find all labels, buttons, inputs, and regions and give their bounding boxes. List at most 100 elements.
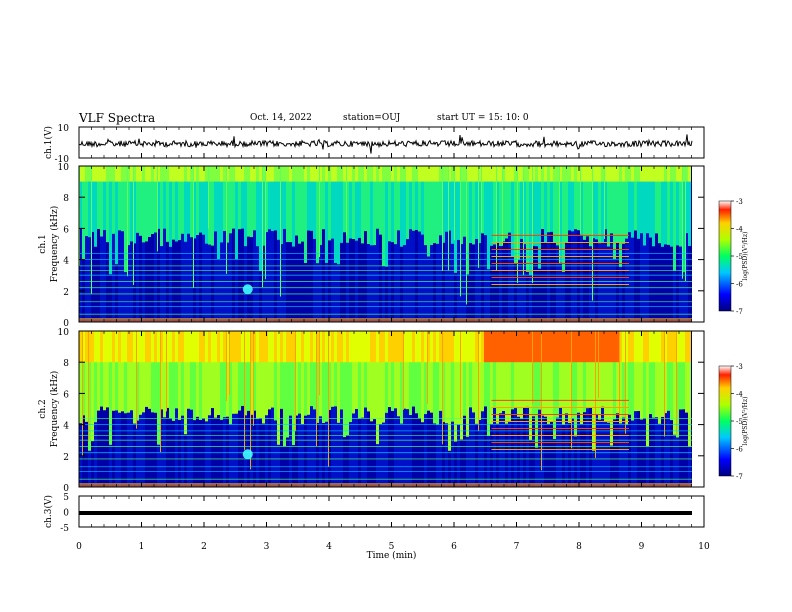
spectrogram-cell	[259, 166, 262, 182]
spectrogram-cell	[121, 331, 124, 362]
spectrogram-cell	[349, 422, 352, 487]
spectrogram-cell	[376, 166, 379, 182]
spectrogram-cell	[217, 259, 220, 322]
spectrogram-cell	[421, 331, 424, 362]
spectrogram-cell	[238, 166, 241, 182]
spectrogram-cell	[85, 422, 88, 487]
spectrogram-cell	[526, 407, 529, 487]
spectrogram-cell	[535, 166, 538, 182]
spectrogram-cell	[436, 425, 439, 487]
spectrogram-cell	[94, 331, 97, 362]
spectrogram-cell	[394, 244, 397, 322]
spectrogram-cell	[463, 416, 466, 487]
spectrogram-cell	[583, 166, 586, 182]
spectrogram-cell	[112, 411, 115, 487]
spectrogram-cell	[118, 413, 121, 487]
spectrogram-cell	[256, 166, 259, 182]
spectrogram-cell	[256, 246, 259, 322]
spectrogram-cell	[445, 331, 448, 362]
y-axis-label: Frequency (kHz)	[49, 206, 60, 283]
spectrogram-cell	[661, 166, 664, 182]
spectrogram-cell	[142, 331, 145, 362]
spectrogram-cell	[310, 166, 313, 182]
spectrogram-cell	[550, 232, 553, 322]
spectrogram-cell	[427, 257, 430, 322]
spectrogram-cell	[475, 424, 478, 487]
sferic-spike	[619, 331, 620, 418]
x-tick-label: 9	[639, 542, 645, 552]
spectrogram-cell	[379, 166, 382, 182]
spectrogram-cell	[331, 407, 334, 487]
spectrogram-cell	[682, 331, 685, 362]
spectrogram-cell	[271, 331, 274, 362]
spectrogram-cell	[415, 331, 418, 362]
spectrogram-cell	[337, 423, 340, 487]
spectrogram-cell	[277, 331, 280, 362]
spectrogram-cell	[424, 331, 427, 362]
spectrogram-cell	[325, 331, 328, 362]
spectrogram-cell	[142, 242, 145, 322]
spectrogram-cell	[589, 408, 592, 487]
spectrogram-cell	[184, 166, 187, 182]
spectrogram-cell	[121, 411, 124, 487]
spectrogram-cell	[103, 166, 106, 182]
spectrogram-cell	[274, 420, 277, 487]
spectrogram-cell	[259, 166, 262, 271]
spectrogram-cell	[358, 331, 361, 362]
spectrogram-cell	[268, 409, 271, 487]
spectrogram-cell	[613, 259, 616, 322]
spectrogram-cell	[268, 166, 271, 182]
spectrogram-cell	[580, 331, 583, 362]
y-tick-label: 0	[63, 509, 69, 519]
spectrogram-cell	[688, 331, 691, 362]
spectrogram-cell	[184, 242, 187, 322]
spectrogram-cell	[268, 331, 271, 362]
spectrogram-cell	[229, 166, 232, 182]
spectrogram-cell	[184, 331, 187, 362]
spectrogram-cell	[286, 166, 289, 182]
spectrogram-cell	[283, 166, 286, 182]
spectrogram-cell	[385, 331, 388, 362]
spectrogram-cell	[373, 331, 376, 362]
spectrogram-cell	[277, 240, 280, 322]
spectrogram-cell	[130, 166, 133, 182]
spectrogram-cell	[493, 331, 496, 362]
spectrogram-cell	[388, 166, 391, 182]
spectrogram-cell	[544, 417, 547, 487]
spectrogram-cell	[247, 411, 250, 487]
sferic-spike	[160, 331, 161, 452]
spectrogram-cell	[160, 246, 163, 322]
spectrogram-cell	[181, 234, 184, 322]
spectrogram-cell	[484, 235, 487, 322]
sferic-spike	[265, 166, 266, 279]
spectrogram-cell	[454, 273, 457, 322]
spectrogram-cell	[85, 236, 88, 322]
spectrogram-cell	[292, 331, 295, 362]
spectrogram-cell	[604, 331, 607, 362]
spectrogram-cell	[325, 422, 328, 487]
spectrogram-cell	[415, 230, 418, 322]
spectrogram-cell	[469, 243, 472, 322]
spectrogram-cell	[433, 166, 436, 182]
spectrogram-cell	[667, 166, 670, 182]
spectrogram-cell	[394, 166, 397, 182]
spectrogram-cell	[235, 166, 238, 182]
spectrogram-cell	[418, 166, 421, 182]
colorbar-tick-label: -6	[736, 446, 743, 454]
spectrogram-cell	[679, 410, 682, 487]
spectrogram-cell	[307, 415, 310, 487]
spectrogram-cell	[580, 424, 583, 487]
spectrogram-cell	[391, 242, 394, 322]
spectrogram-cell	[451, 422, 454, 487]
spectrogram-cell	[667, 245, 670, 322]
spectrogram-cell	[145, 407, 148, 487]
spectrogram-cell	[166, 408, 169, 487]
spectrogram-cell	[481, 233, 484, 322]
spectrogram-cell	[172, 166, 175, 182]
spectrogram-cell	[592, 331, 595, 362]
spectrogram-cell	[316, 263, 319, 322]
spectrogram-cell	[451, 244, 454, 322]
spectrogram-cell	[400, 424, 403, 487]
spectrogram-cell	[625, 166, 628, 182]
spectrogram-cell	[526, 166, 529, 182]
